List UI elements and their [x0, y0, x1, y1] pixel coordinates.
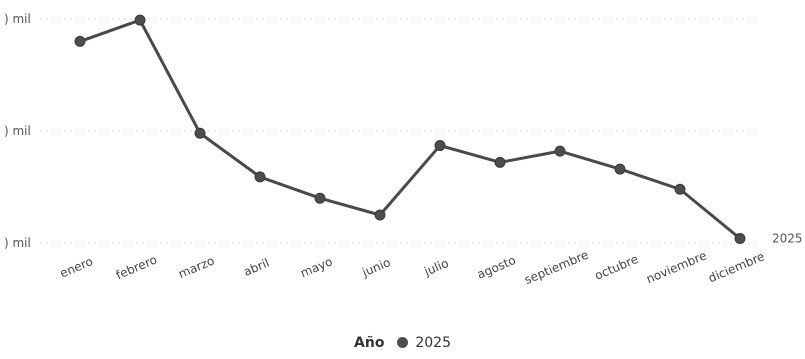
x-tick-label: febrero: [114, 252, 159, 282]
y-tick-label: ) mil: [4, 124, 31, 138]
data-point[interactable]: [494, 156, 506, 168]
series-end-label: 2025: [772, 232, 803, 246]
data-point[interactable]: [374, 209, 386, 221]
legend[interactable]: Año 2025: [0, 335, 805, 351]
x-tick-label: enero: [58, 254, 95, 280]
data-point[interactable]: [614, 163, 626, 175]
data-point[interactable]: [134, 14, 146, 26]
series-2025: [74, 14, 746, 245]
data-point[interactable]: [254, 171, 266, 183]
x-tick-label: septiembre: [522, 248, 590, 287]
data-point[interactable]: [194, 127, 206, 139]
x-tick-label: agosto: [475, 253, 518, 282]
x-tick-label: abril: [241, 256, 271, 279]
x-axis: enero febrero marzo abril mayo junio julio agos…: [58, 248, 767, 287]
x-tick-label: noviembre: [644, 248, 708, 286]
legend-marker-icon: [396, 337, 408, 348]
legend-item-label: 2025: [415, 335, 451, 351]
x-tick-label: marzo: [176, 254, 216, 282]
legend-title: Año: [354, 335, 385, 351]
data-point[interactable]: [734, 233, 746, 245]
data-point[interactable]: [554, 145, 566, 157]
x-tick-label: diciembre: [706, 249, 766, 285]
gridlines: [40, 18, 760, 244]
x-tick-label: julio: [421, 256, 450, 279]
y-tick-label: ) mil: [4, 236, 31, 250]
data-point[interactable]: [74, 35, 86, 47]
x-tick-label: junio: [359, 255, 392, 280]
y-tick-label: ) mil: [4, 12, 31, 26]
data-point[interactable]: [674, 183, 686, 195]
y-axis: ) mil ) mil ) mil: [4, 12, 31, 250]
data-point[interactable]: [314, 192, 326, 204]
x-tick-label: octubre: [593, 252, 641, 283]
x-tick-label: mayo: [298, 254, 334, 280]
data-point[interactable]: [434, 140, 446, 152]
series-line: [78, 18, 742, 241]
